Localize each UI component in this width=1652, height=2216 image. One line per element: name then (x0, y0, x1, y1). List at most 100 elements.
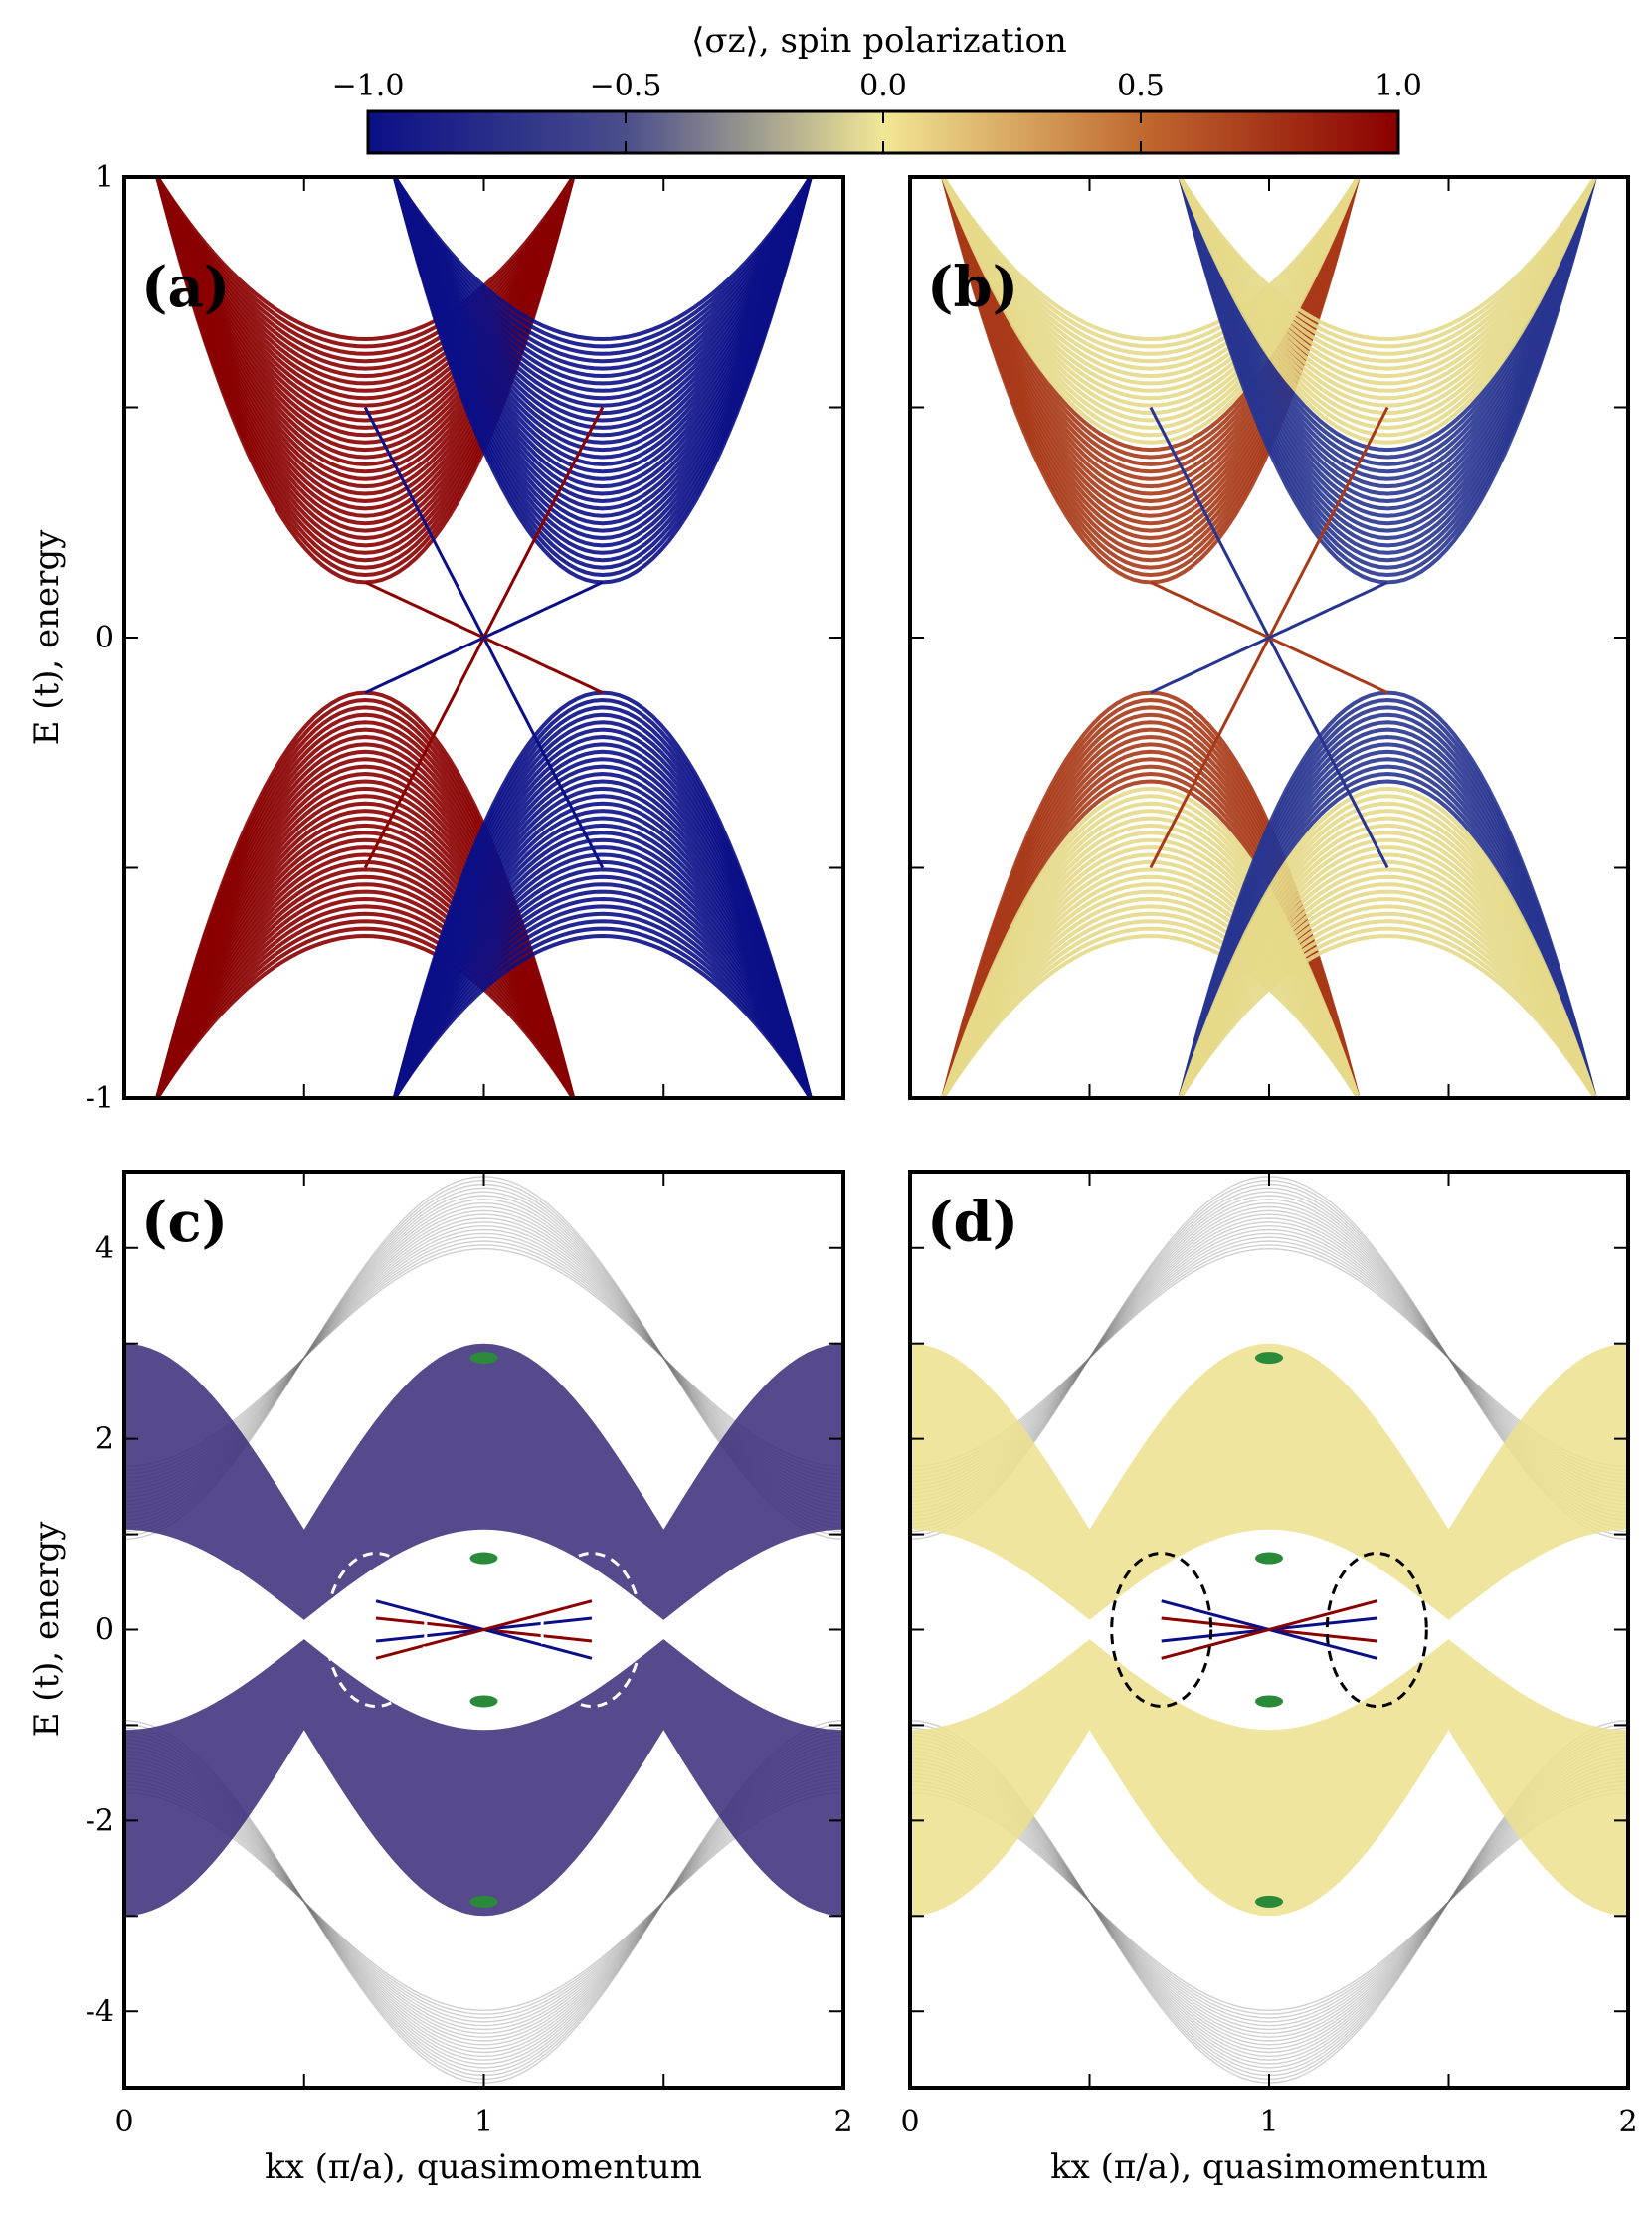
edge-state-line (1161, 1599, 1377, 1660)
bulk-grey-line (124, 1228, 843, 1487)
panel-a-ylabel: E (t), energy (27, 529, 67, 746)
colorbar-ticks: −1.0 −0.5 0.0 0.5 1.0 (332, 69, 1422, 153)
axis-ticks: -1 0 1 -4 -2 0 2 4 0 1 2 0 1 2 (86, 160, 1638, 2139)
bulk-grey-line (124, 1784, 843, 2019)
bulk-grey-line (910, 1201, 1628, 1514)
bulk-grey-line (910, 1224, 1628, 1491)
colorbar-tick-label: 0.0 (859, 69, 907, 103)
bulk-grey-line (124, 1768, 843, 2035)
bulk-band-line (392, 177, 814, 342)
bulk-slab (124, 1343, 843, 1620)
bulk-grey-line (910, 1221, 1628, 1494)
bulk-grey-line (910, 1780, 1628, 2023)
highlight-ellipse (1110, 1552, 1213, 1708)
bulk-grey-line (124, 1247, 843, 1468)
panel-label-a: (a) (141, 255, 230, 320)
bulk-grey-line (124, 1244, 843, 1471)
bulk-slab (124, 1639, 843, 1917)
colorbar-tick-label: −1.0 (332, 69, 405, 103)
bulk-grey-line (910, 1772, 1628, 2031)
panel-c-ylabel: E (t), energy (27, 1521, 67, 1738)
bulk-grey-line (124, 1201, 843, 1514)
dirac-point (469, 1552, 498, 1565)
highlight-ellipse (324, 1552, 428, 1708)
bulk-grey-line (124, 1221, 843, 1494)
bulk-band-line (154, 933, 576, 1098)
bulk-grey-line (124, 1772, 843, 2031)
x-tick-label: 1 (1259, 2105, 1278, 2139)
bulk-grey-line (124, 1213, 843, 1502)
bulk-grey-line (124, 1761, 843, 2042)
highlight-ellipse (540, 1552, 643, 1708)
bulk-grey-line (910, 1205, 1628, 1510)
highlight-ellipse (1325, 1552, 1428, 1708)
x-tick-label: 0 (900, 2105, 919, 2139)
bulk-grey-line (124, 1791, 843, 2012)
bulk-grey-line (910, 1776, 1628, 2027)
y-tick-label: 2 (95, 1422, 114, 1457)
panel-b-plot (940, 177, 1598, 1098)
edge-state-line (364, 581, 604, 694)
bulk-grey-line (910, 1784, 1628, 2019)
bulk-grey-line (910, 1746, 1628, 2058)
x-tick-label: 1 (474, 2105, 493, 2139)
bulk-grey-line (124, 1205, 843, 1510)
y-tick-label: 0 (95, 1613, 114, 1648)
bulk-grey-line (124, 1780, 843, 2023)
bulk-grey-line (910, 1228, 1628, 1487)
bulk-grey-line (910, 1247, 1628, 1468)
colorbar-tick-label: 1.0 (1375, 69, 1422, 103)
bulk-grey-line (124, 1224, 843, 1491)
x-tick-label: 2 (833, 2105, 852, 2139)
bulk-grey-line (124, 1754, 843, 2050)
panel-label-b: (b) (927, 255, 1018, 320)
panel-c-xlabel: kx (π/a), quasimomentum (265, 2147, 702, 2187)
bulk-grey-line (124, 1776, 843, 2027)
colorbar: ⟨σz⟩, spin polarization −1.0 −0.5 0.0 0.5 1.… (332, 21, 1422, 155)
bulk-grey-line (910, 1240, 1628, 1475)
bulk-band-line (1178, 933, 1598, 1098)
dirac-point (1255, 1895, 1283, 1908)
bulk-grey-line (910, 1761, 1628, 2042)
bulk-grey-line (910, 1768, 1628, 2035)
bulk-slab (910, 1343, 1628, 1620)
bulk-band-line (940, 177, 1361, 342)
bulk-grey-line (910, 1788, 1628, 2015)
bulk-band-line (1178, 177, 1598, 342)
dirac-point (469, 1352, 498, 1365)
dirac-point (1255, 1352, 1283, 1365)
bulk-grey-line (124, 1217, 843, 1498)
y-tick-label: 4 (95, 1231, 114, 1266)
dirac-point (1255, 1695, 1283, 1708)
y-tick-label: -2 (86, 1803, 114, 1838)
edge-state-line (1150, 581, 1388, 694)
panel-d-xlabel: kx (π/a), quasimomentum (1050, 2147, 1488, 2187)
bulk-grey-line (910, 1213, 1628, 1502)
bulk-grey-line (124, 1788, 843, 2015)
bulk-grey-line (124, 1236, 843, 1479)
bulk-grey-line (910, 1757, 1628, 2046)
bulk-grey-line (910, 1209, 1628, 1506)
bulk-slab (910, 1639, 1628, 1917)
y-tick-label: -4 (86, 1994, 114, 2029)
dirac-point (469, 1895, 498, 1908)
bulk-grey-line (124, 1240, 843, 1475)
panel-a-plot (154, 177, 814, 1098)
bulk-grey-line (910, 1244, 1628, 1471)
bulk-grey-line (910, 1236, 1628, 1479)
bulk-band-line (154, 177, 576, 342)
panel-d-plot (910, 1176, 1628, 2084)
panel-label-c: (c) (141, 1190, 228, 1255)
bulk-grey-line (124, 1765, 843, 2038)
bulk-grey-line (910, 1791, 1628, 2012)
bulk-grey-line (910, 1750, 1628, 2054)
colorbar-label: ⟨σz⟩, spin polarization (691, 21, 1067, 61)
y-tick-label: 0 (95, 621, 114, 655)
dirac-point (469, 1695, 498, 1708)
bulk-grey-line (124, 1757, 843, 2046)
bulk-grey-line (124, 1746, 843, 2058)
colorbar-tick-label: 0.5 (1117, 69, 1165, 103)
dirac-point (1255, 1552, 1283, 1565)
panel-label-d: (d) (927, 1190, 1018, 1255)
